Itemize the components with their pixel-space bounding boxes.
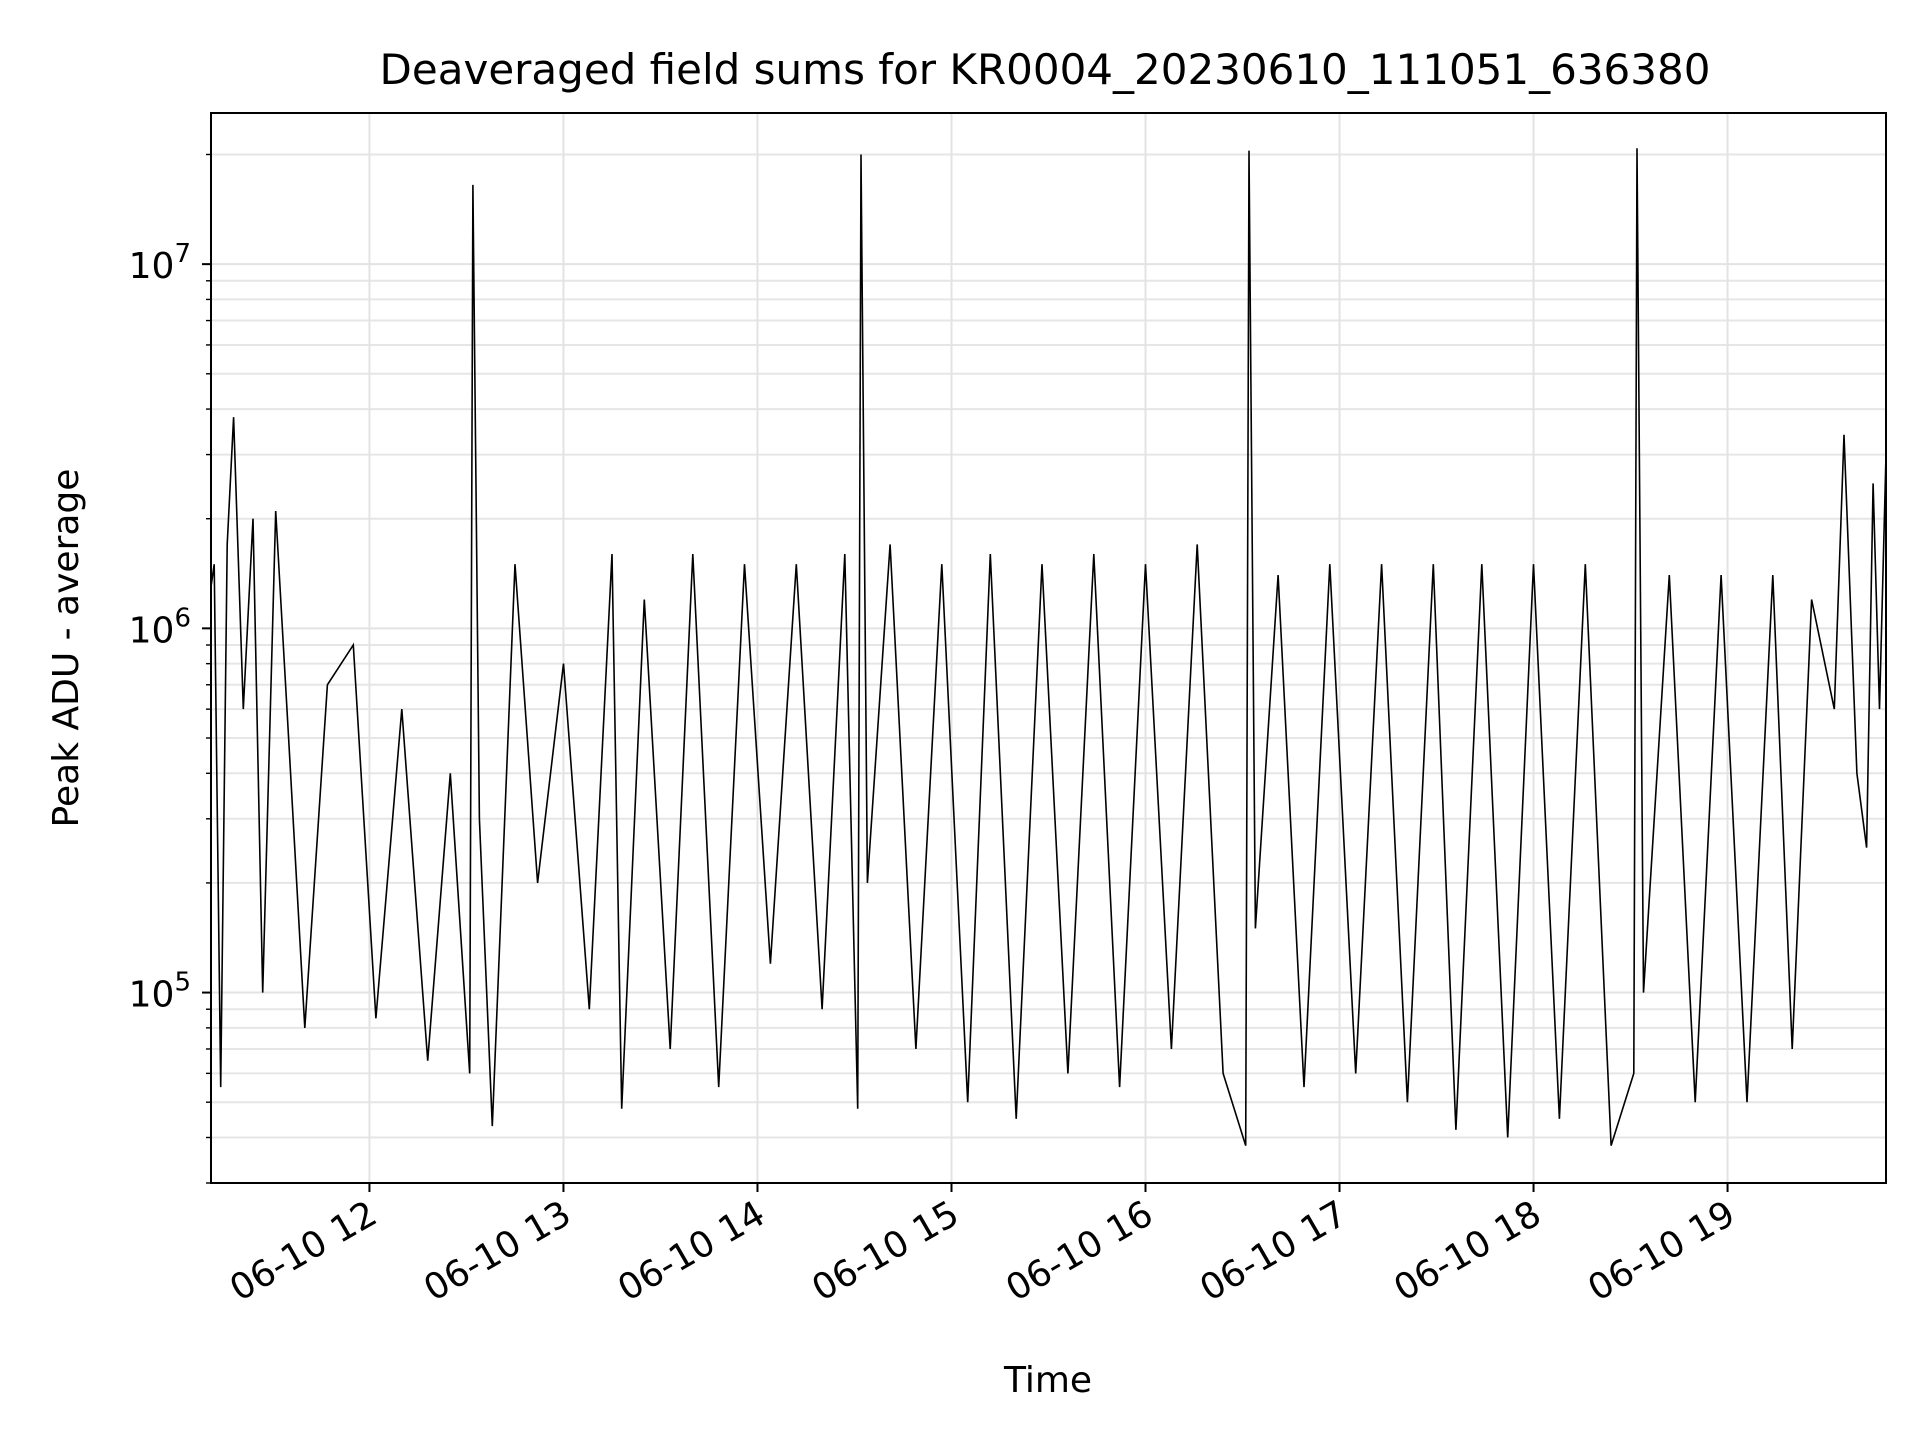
x-axis-label: Time [1003,1360,1092,1401]
y-axis-label: Peak ADU - average [46,469,87,828]
y-tick-label: 107 [129,239,191,287]
grid-minor [211,153,1886,1184]
plot-area [210,112,1887,1184]
data-series [210,148,1887,1146]
y-tick-label: 105 [129,968,191,1016]
series-line [210,148,1887,1146]
plot-frame [210,112,1887,1184]
y-axis: 105 106 107 [129,153,211,1184]
y-tick-label: 106 [129,603,191,651]
plot-background [211,113,1886,1183]
chart-title: Deaveraged field sums for KR0004_2023061… [380,45,1711,94]
grid-major [211,113,1886,1183]
